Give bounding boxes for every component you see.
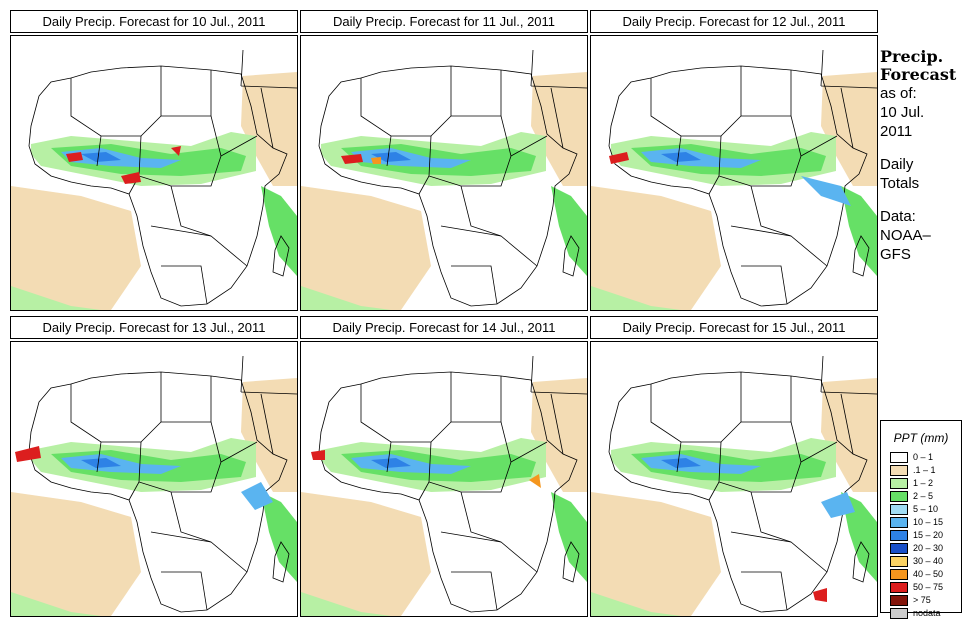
legend-title: PPT (mm) (893, 431, 949, 445)
legend-label: .1 – 1 (913, 465, 936, 475)
legend-swatch (890, 504, 908, 515)
legend-swatch (890, 517, 908, 528)
panel-title: Daily Precip. Forecast for 15 Jul., 2011 (590, 316, 878, 339)
legend-swatch (890, 530, 908, 541)
panel-title: Daily Precip. Forecast for 10 Jul., 2011 (10, 10, 298, 33)
daily-line-1: Daily (880, 156, 914, 173)
legend-label: 30 – 40 (913, 556, 944, 566)
legend-swatch (890, 543, 908, 554)
panel-title: Daily Precip. Forecast for 12 Jul., 2011 (590, 10, 878, 33)
data-line-1: Data: (880, 208, 916, 225)
panel-title: Daily Precip. Forecast for 11 Jul., 2011 (300, 10, 588, 33)
precip-map (590, 341, 878, 617)
legend-label: 10 – 15 (913, 517, 944, 527)
heading-line-1: Precip. (880, 47, 944, 66)
precip-map (10, 35, 298, 311)
daily-line-2: Totals (880, 175, 920, 192)
legend-swatch (890, 491, 908, 502)
legend-label: > 75 (913, 595, 931, 605)
legend-item: .1 – 1 (881, 464, 961, 477)
data-line-3: GFS (880, 246, 911, 263)
legend-label: 40 – 50 (913, 569, 944, 579)
legend-swatch (890, 465, 908, 476)
legend-item: 1 – 2 (881, 477, 961, 490)
legend-item: nodata (881, 607, 961, 620)
legend-label: 1 – 2 (913, 478, 934, 488)
precip-map (300, 341, 588, 617)
precip-legend: PPT (mm) 0 – 1 .1 – 1 1 – 2 2 – 5 5 – 10 10 –… (880, 420, 962, 619)
legend-swatch (890, 582, 908, 593)
precip-map (300, 35, 588, 311)
precip-map (10, 341, 298, 617)
legend-item: 15 – 20 (881, 529, 961, 542)
legend-label: nodata (913, 608, 941, 618)
legend-item: 20 – 30 (881, 542, 961, 555)
data-line-2: NOAA– (880, 227, 931, 244)
legend-swatch (890, 608, 908, 619)
legend-label: 15 – 20 (913, 530, 944, 540)
as-of-label: as of: (880, 85, 917, 102)
legend-item: 30 – 40 (881, 555, 961, 568)
legend-label: 50 – 75 (913, 582, 944, 592)
legend-item: 0 – 1 (881, 451, 961, 464)
legend-item: 10 – 15 (881, 516, 961, 529)
legend-item: > 75 (881, 594, 961, 607)
date-line-2: 2011 (880, 123, 913, 140)
heading-line-2: Forecast (880, 65, 957, 84)
legend-label: 5 – 10 (913, 504, 939, 514)
legend-label: 0 – 1 (913, 452, 934, 462)
legend-item: 5 – 10 (881, 503, 961, 516)
legend-swatch (890, 569, 908, 580)
legend-item: 40 – 50 (881, 568, 961, 581)
legend-label: 20 – 30 (913, 543, 944, 553)
forecast-info: Precip. Forecast as of: 10 Jul. 2011 Dai… (880, 48, 964, 264)
panel-title: Daily Precip. Forecast for 13 Jul., 2011 (10, 316, 298, 339)
legend-swatch (890, 478, 908, 489)
panel-title: Daily Precip. Forecast for 14 Jul., 2011 (300, 316, 588, 339)
legend-label: 2 – 5 (913, 491, 934, 501)
legend-rows: 0 – 1 .1 – 1 1 – 2 2 – 5 5 – 10 10 – 15 15 – 2… (881, 451, 961, 620)
legend-swatch (890, 452, 908, 463)
legend-swatch (890, 556, 908, 567)
date-line-1: 10 Jul. (880, 104, 925, 121)
precip-map (590, 35, 878, 311)
legend-swatch (890, 595, 908, 606)
legend-item: 50 – 75 (881, 581, 961, 594)
legend-item: 2 – 5 (881, 490, 961, 503)
